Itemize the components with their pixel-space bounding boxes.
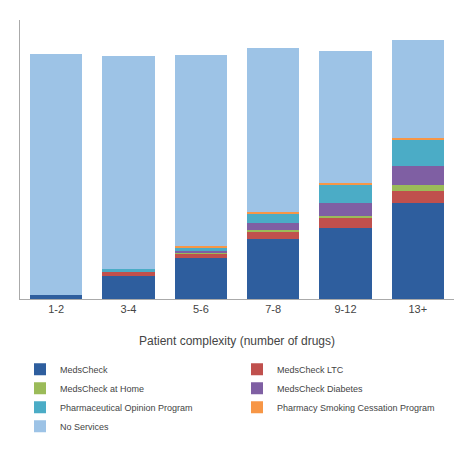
svg-text:1-2: 1-2 xyxy=(48,303,64,315)
svg-text:3-4: 3-4 xyxy=(121,303,137,315)
svg-text:Patient complexity (number of: Patient complexity (number of drugs) xyxy=(139,334,335,348)
svg-text:MedsCheck LTC: MedsCheck LTC xyxy=(277,365,344,375)
svg-text:13+: 13+ xyxy=(408,303,427,315)
svg-text:Pharmaceutical Opinion Program: Pharmaceutical Opinion Program xyxy=(60,403,193,413)
svg-text:5-6: 5-6 xyxy=(193,303,209,315)
svg-text:7-8: 7-8 xyxy=(265,303,281,315)
svg-text:No Services: No Services xyxy=(60,422,109,432)
svg-text:9-12: 9-12 xyxy=(334,303,356,315)
svg-text:Pharmacy Smoking Cessation Pro: Pharmacy Smoking Cessation Program xyxy=(277,403,435,413)
svg-text:MedsCheck at Home: MedsCheck at Home xyxy=(60,384,144,394)
svg-text:MedsCheck Diabetes: MedsCheck Diabetes xyxy=(277,384,363,394)
svg-text:MedsCheck: MedsCheck xyxy=(60,365,108,375)
